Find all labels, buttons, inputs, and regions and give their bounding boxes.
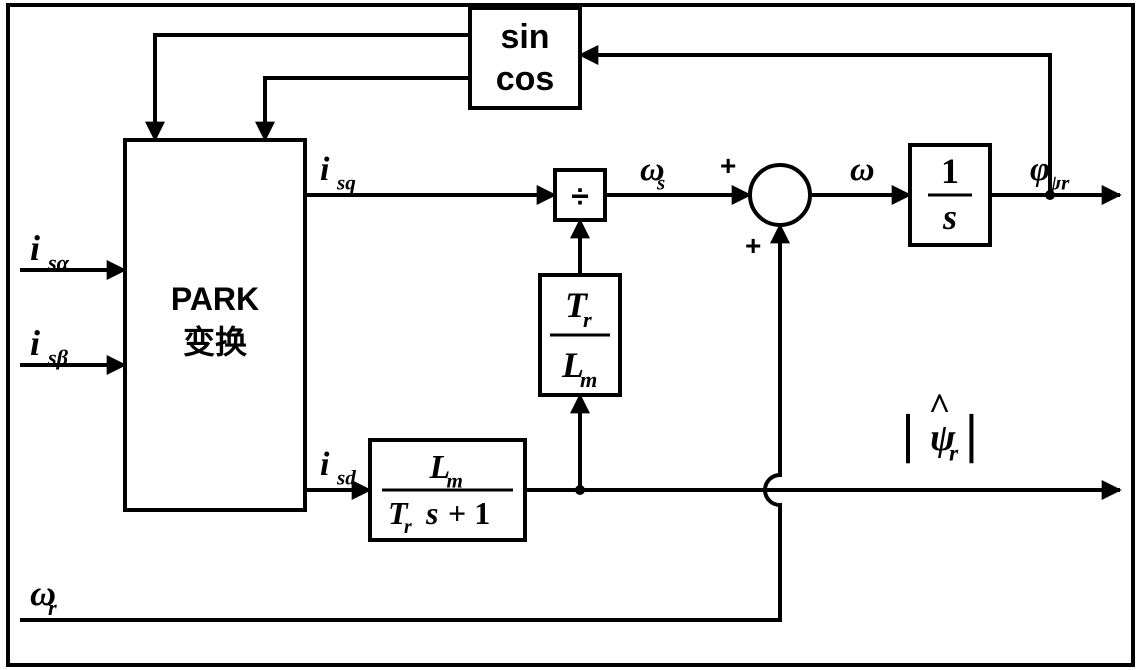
svg-text:i: i bbox=[320, 151, 330, 188]
svg-text:+ 1: + 1 bbox=[448, 495, 490, 531]
svg-text:sq: sq bbox=[336, 171, 356, 195]
svg-text:r: r bbox=[583, 307, 592, 332]
svg-text:i: i bbox=[320, 446, 330, 483]
svg-text:sin: sin bbox=[500, 18, 549, 56]
svg-text:r: r bbox=[949, 441, 959, 467]
svg-text:变换: 变换 bbox=[183, 324, 247, 360]
svg-text:sβ: sβ bbox=[47, 345, 69, 370]
plus-sign: + bbox=[745, 230, 761, 261]
label-omega-s: ωs bbox=[640, 151, 665, 195]
svg-text:r: r bbox=[48, 595, 57, 620]
svg-text:ψr: ψr bbox=[1047, 171, 1070, 195]
svg-text:cos: cos bbox=[496, 60, 555, 98]
plus-sign: + bbox=[720, 150, 736, 181]
svg-text:r: r bbox=[404, 516, 412, 538]
svg-text:sd: sd bbox=[336, 466, 356, 490]
svg-text:÷: ÷ bbox=[571, 178, 589, 214]
svg-text:sα: sα bbox=[47, 250, 70, 275]
svg-text:PARK: PARK bbox=[171, 281, 259, 317]
svg-text:1: 1 bbox=[941, 151, 959, 191]
block-diagram: PARK变换sincos÷TrLmLmTrs + 11sisαisβωrisqi… bbox=[0, 0, 1141, 670]
svg-text:s: s bbox=[656, 171, 665, 195]
label-omega: ω bbox=[850, 151, 875, 188]
svg-text:m: m bbox=[580, 367, 597, 392]
svg-text:i: i bbox=[30, 228, 40, 268]
svg-text:s: s bbox=[942, 197, 957, 237]
svg-text:i: i bbox=[30, 323, 40, 363]
summing-junction bbox=[750, 165, 810, 225]
svg-text:s: s bbox=[425, 495, 438, 531]
svg-text:ω: ω bbox=[850, 151, 875, 188]
junction-dot bbox=[575, 485, 585, 495]
